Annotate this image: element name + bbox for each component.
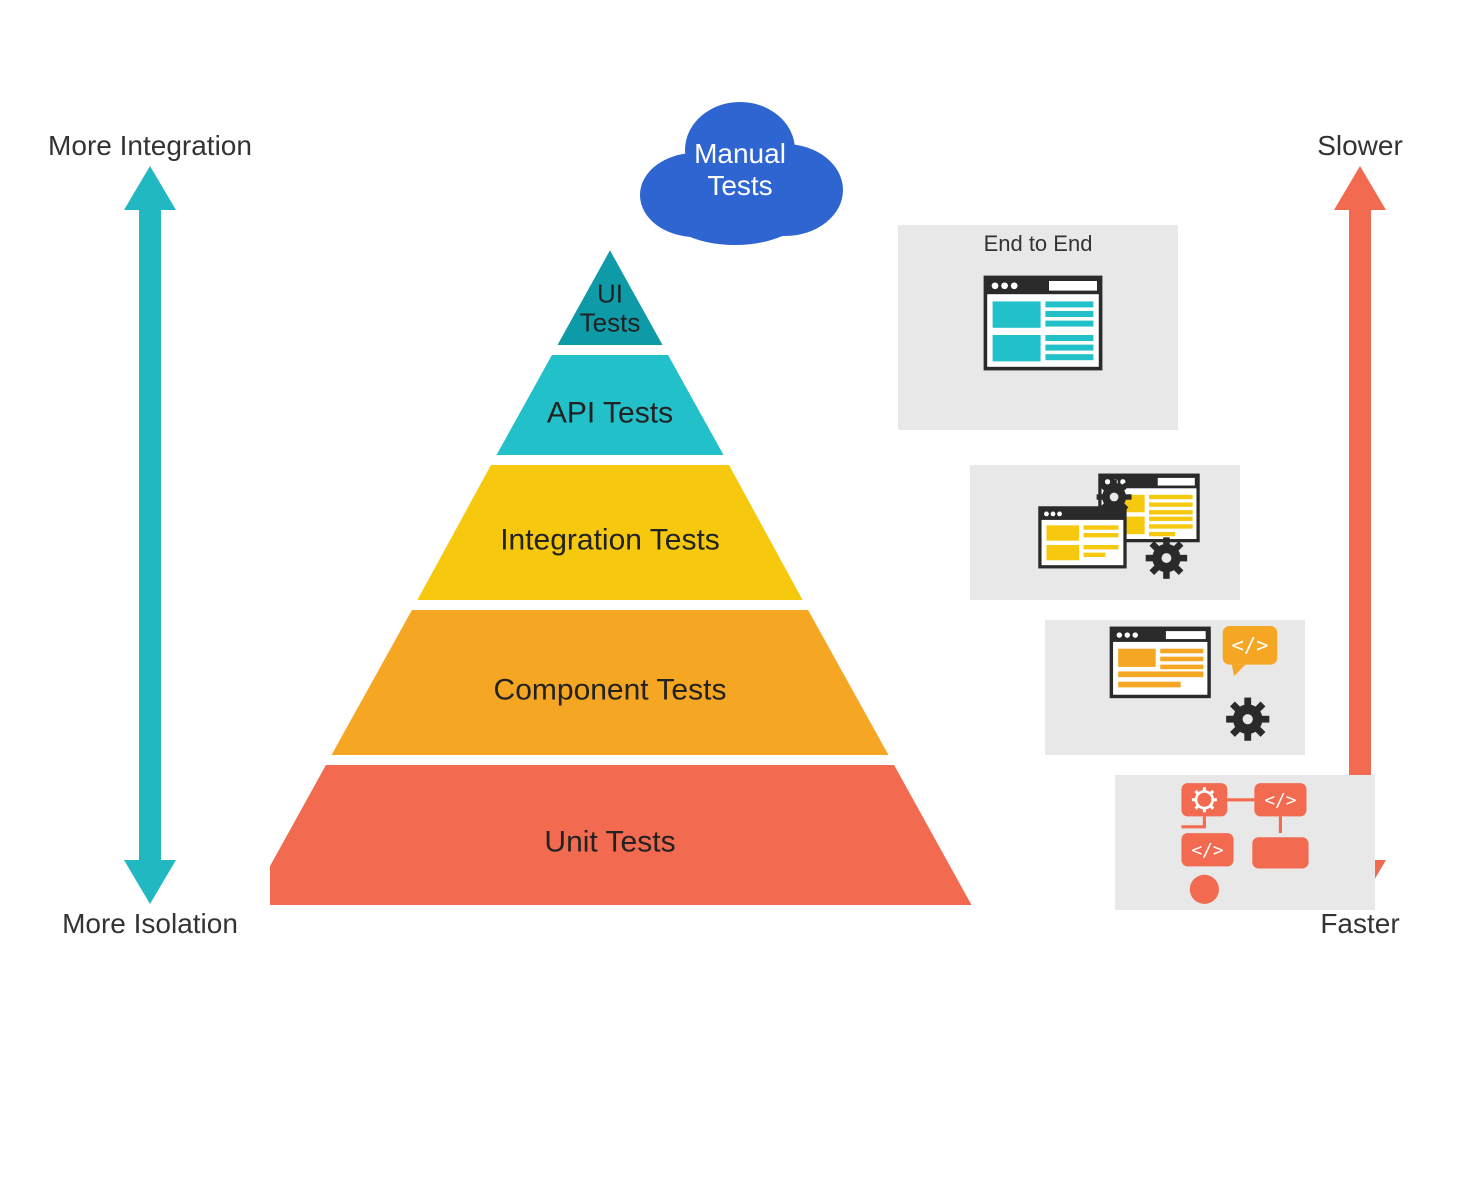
testing-pyramid: End to End (270, 100, 1210, 960)
svg-text:</>: </> (1232, 633, 1269, 657)
left-axis-arrow (139, 168, 161, 902)
label-unit-tests: Unit Tests (544, 826, 675, 859)
manual-tests-cloud: ManualTests (625, 90, 855, 250)
label-integration-tests: Integration Tests (500, 524, 720, 557)
right-axis-bottom-label: Faster (1320, 908, 1399, 940)
right-axis-top-label: Slower (1317, 130, 1403, 162)
left-axis: More Integration More Isolation (40, 130, 260, 940)
label-component-tests: Component Tests (494, 674, 727, 707)
label-api-tests: API Tests (547, 397, 673, 430)
label-ui-tests: UITests (580, 279, 641, 336)
manual-tests-label: ManualTests (625, 138, 855, 202)
left-axis-bottom-label: More Isolation (62, 908, 238, 940)
left-axis-top-label: More Integration (48, 130, 252, 162)
svg-text:</>: </> (1264, 791, 1296, 811)
